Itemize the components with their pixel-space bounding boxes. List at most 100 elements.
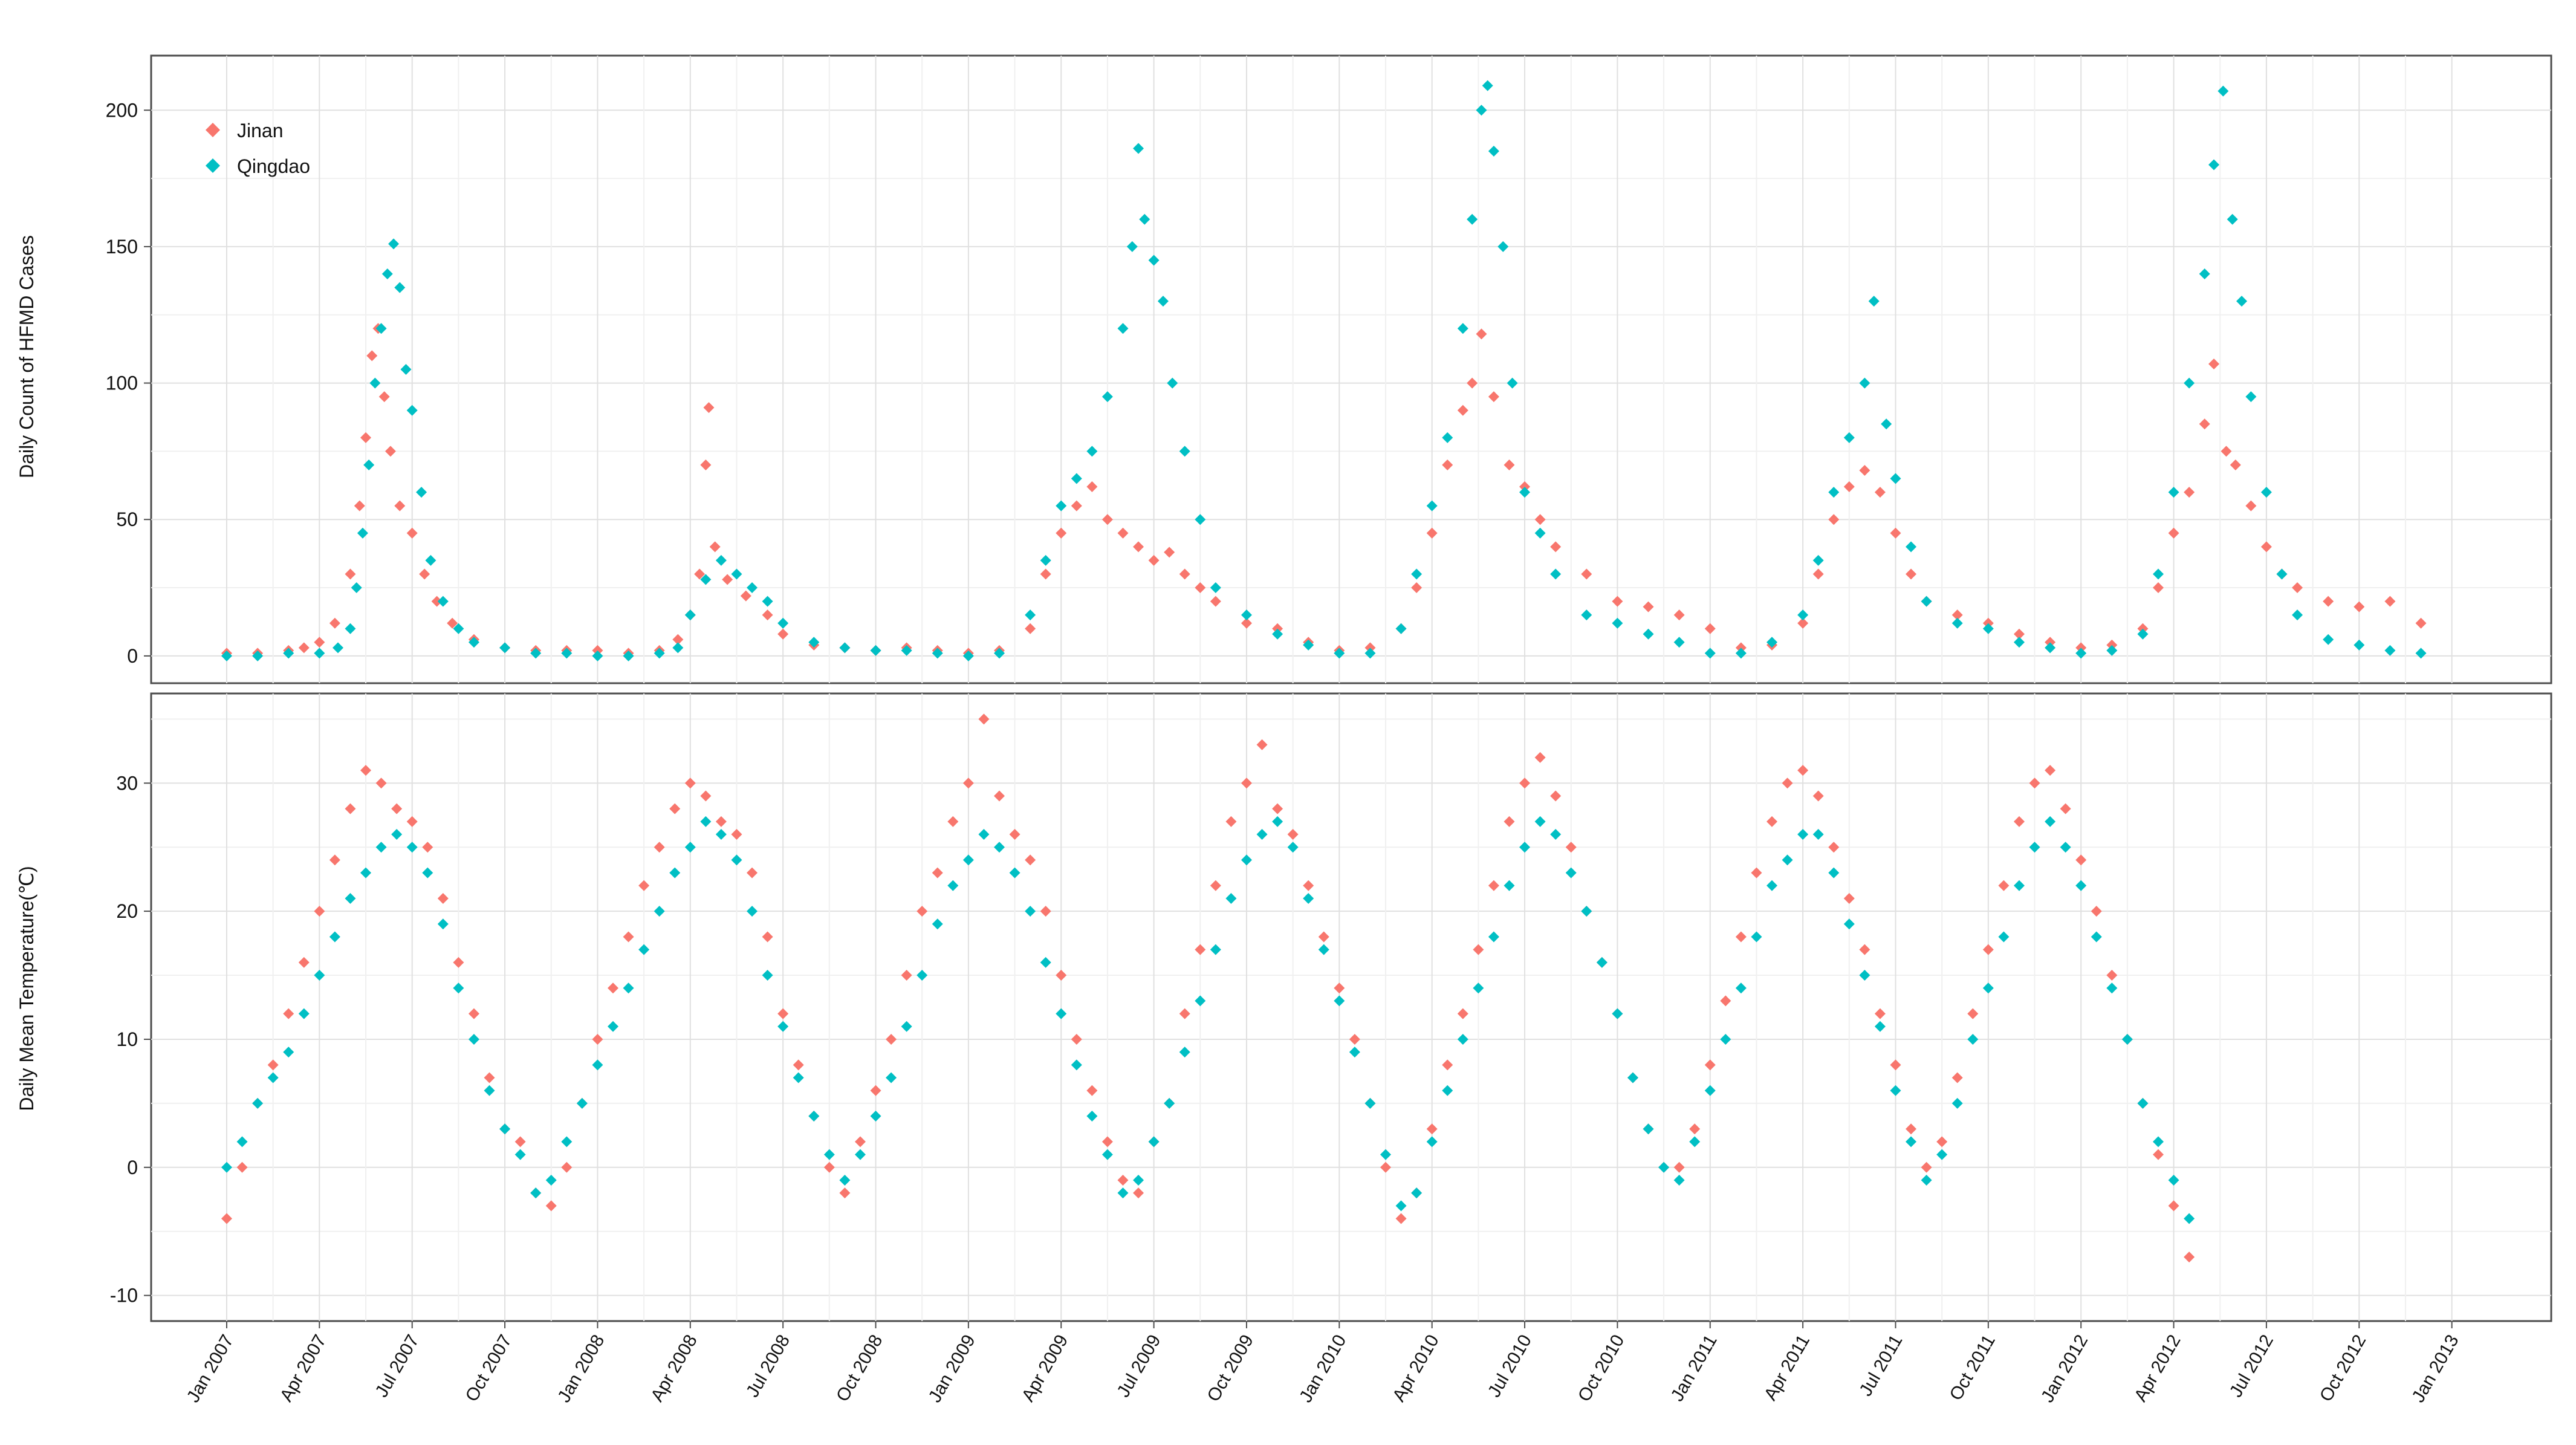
qingdao-point <box>1225 892 1237 904</box>
jinan-point <box>1287 829 1299 840</box>
qingdao-point <box>406 842 418 853</box>
jinan-point <box>1195 944 1206 955</box>
jinan-point <box>1797 617 1809 629</box>
qingdao-point <box>2168 1174 2179 1186</box>
qingdao-point <box>823 1149 835 1160</box>
qingdao-point <box>994 842 1005 853</box>
jinan-point <box>545 1200 557 1212</box>
x-tick-label: Jan 2009 <box>925 1331 979 1406</box>
qingdao-point <box>1550 568 1562 580</box>
qingdao-point <box>1828 487 1840 498</box>
jinan-point <box>901 970 912 981</box>
jinan-point <box>1982 944 1994 955</box>
x-tick-label: Jul 2011 <box>1855 1331 1906 1400</box>
jinan-point <box>484 1072 495 1083</box>
jinan-point <box>453 956 464 968</box>
jinan-point <box>1782 778 1793 789</box>
qingdao-point <box>1467 213 1478 225</box>
jinan-point <box>1210 596 1221 607</box>
qingdao-point <box>1210 582 1221 594</box>
jinan-point <box>422 842 433 853</box>
qingdao-point <box>1411 1187 1423 1199</box>
qingdao-point <box>731 568 742 580</box>
x-tick-label: Apr 2010 <box>1389 1331 1442 1405</box>
jinan-point <box>236 1161 248 1173</box>
x-tick-label: Jul 2012 <box>2226 1331 2277 1401</box>
qingdao-point <box>1164 1097 1175 1109</box>
jinan-point <box>1101 514 1113 525</box>
jinan-point <box>283 1008 294 1019</box>
qingdao-point <box>731 854 742 866</box>
jinan-point <box>406 816 418 827</box>
jinan-point <box>267 1059 279 1071</box>
jinan-point <box>1906 1123 1917 1135</box>
jinan-point <box>360 432 372 443</box>
qingdao-point <box>283 1047 294 1058</box>
qingdao-point <box>1658 1161 1670 1173</box>
jinan-point <box>1025 854 1036 866</box>
jinan-point <box>1303 880 1314 891</box>
qingdao-point <box>2045 642 2056 654</box>
qingdao-point <box>1179 446 1190 457</box>
x-tick-label: Jan 2010 <box>1296 1331 1350 1406</box>
qingdao-point <box>1056 500 1067 511</box>
qingdao-point <box>672 642 684 654</box>
qingdao-point <box>1380 1149 1391 1160</box>
qingdao-point <box>1782 854 1793 866</box>
jinan-point <box>1225 816 1237 827</box>
qingdao-point <box>2276 568 2288 580</box>
qingdao-point <box>684 842 696 853</box>
jinan-point <box>1859 464 1870 476</box>
qingdao-point <box>870 645 881 656</box>
jinan-point <box>2384 596 2396 607</box>
jinan-point <box>1673 609 1685 621</box>
jinan-point <box>384 446 396 457</box>
qingdao-point <box>747 906 758 917</box>
y-tick-label: 50 <box>116 508 138 530</box>
jinan-point <box>2045 637 2056 648</box>
jinan-point <box>962 778 974 789</box>
qingdao-point <box>1457 323 1468 334</box>
jinan-point <box>870 1085 881 1096</box>
jinan-point <box>2415 617 2427 629</box>
qingdao-point <box>777 617 789 629</box>
x-tick-label: Jul 2007 <box>371 1331 423 1401</box>
qingdao-point <box>1482 80 1493 91</box>
qingdao-point <box>252 650 264 661</box>
qingdao-point <box>1334 648 1345 659</box>
temperature-panel: -10 0 10 20 30 Jan 2007 Apr 2007 Jul 2007 Oct 20… <box>110 692 2552 1406</box>
qingdao-point <box>1751 931 1762 943</box>
qingdao-point <box>1086 1111 1098 1122</box>
jinan-point <box>2013 628 2025 640</box>
jinan-point <box>2168 1200 2179 1212</box>
qingdao-point <box>1874 1021 1886 1032</box>
jinan-point <box>917 906 928 917</box>
qingdao-point <box>221 650 232 661</box>
jinan-point <box>2153 1149 2164 1160</box>
qingdao-point <box>608 1021 618 1032</box>
jinan-point <box>468 1008 479 1019</box>
qingdao-point <box>1179 1047 1190 1058</box>
jinan-point <box>1210 880 1221 891</box>
jinan-point <box>1179 568 1190 580</box>
jinan-point <box>1906 568 1917 580</box>
x-tick-label: Apr 2011 <box>1760 1331 1814 1404</box>
jinan-point <box>345 568 356 580</box>
qingdao-point <box>932 918 943 930</box>
y-tick-label: 30 <box>116 772 138 794</box>
qingdao-point <box>1349 1047 1360 1058</box>
qingdao-point <box>2137 628 2149 640</box>
jinan-point <box>1843 892 1855 904</box>
jinan-point <box>638 880 650 891</box>
qingdao-point <box>1812 829 1824 840</box>
jinan-point <box>1951 1072 1963 1083</box>
qingdao-point <box>1906 541 1917 553</box>
jinan-point <box>700 790 712 802</box>
qingdao-point <box>267 1072 279 1083</box>
qingdao-point <box>901 645 912 656</box>
qingdao-point <box>453 623 464 634</box>
qingdao-point <box>406 404 418 416</box>
qingdao-point <box>1009 867 1020 878</box>
qingdao-point <box>901 1021 912 1032</box>
jinan-point <box>747 867 758 878</box>
